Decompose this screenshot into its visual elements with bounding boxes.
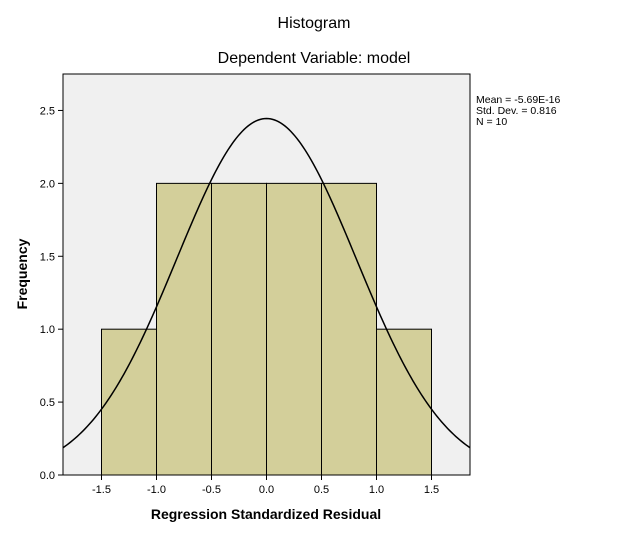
histogram-bar (211, 182, 267, 476)
y-axis-label: Frequency (14, 238, 30, 309)
x-tick-label: -1.5 (92, 484, 111, 496)
histogram-bar (321, 182, 377, 476)
y-tick-label: 1.0 (40, 324, 55, 336)
stats-line: N = 10 (476, 116, 507, 128)
histogram-bar (266, 182, 322, 476)
y-tick-label: 2.0 (40, 178, 55, 190)
y-tick-label: 0.5 (40, 397, 55, 409)
histogram-bar (376, 328, 432, 476)
chart-title: Histogram (278, 15, 351, 32)
y-tick-label: 0.0 (40, 470, 55, 482)
y-axis-ticks: 0.0 0.5 1.0 1.5 2.0 2.5 (40, 105, 63, 482)
histogram-bar (156, 182, 212, 476)
chart-subtitle: Dependent Variable: model (218, 50, 411, 67)
y-tick-label: 1.5 (40, 251, 55, 263)
stats-line: Std. Dev. = 0.816 (476, 105, 557, 117)
histogram-bar (101, 328, 157, 476)
x-tick-label: 1.5 (424, 484, 439, 496)
x-axis-ticks: -1.5 -1.0 -0.5 0.0 0.5 1.0 1.5 (92, 475, 439, 496)
x-tick-label: 0.0 (259, 484, 274, 496)
x-tick-label: 0.5 (314, 484, 329, 496)
normal-curve (62, 117, 471, 449)
histogram-bars (101, 182, 432, 476)
stats-line: Mean = -5.69E-16 (476, 94, 561, 106)
x-tick-label: 1.0 (369, 484, 384, 496)
x-axis-label: Regression Standardized Residual (151, 506, 381, 522)
x-tick-label: -0.5 (202, 484, 221, 496)
x-tick-label: -1.0 (147, 484, 166, 496)
y-tick-label: 2.5 (40, 105, 55, 117)
